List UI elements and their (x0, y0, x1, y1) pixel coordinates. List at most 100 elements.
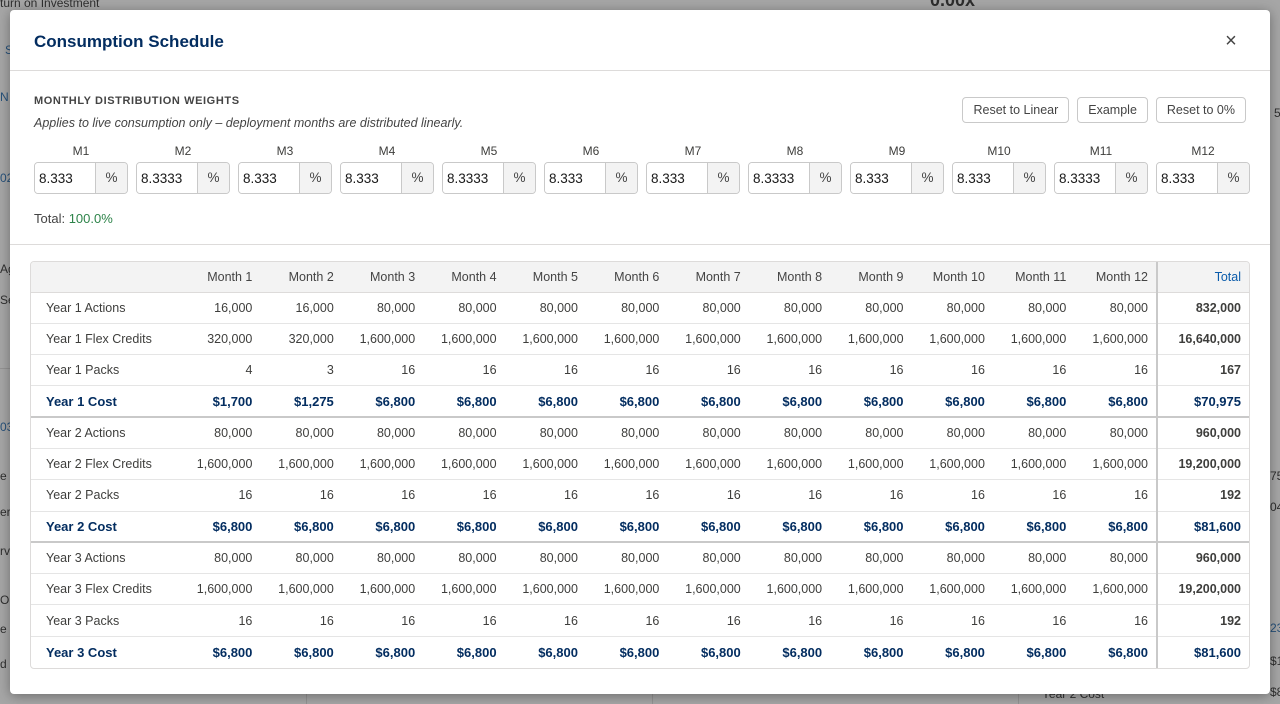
month-weight-label: M8 (786, 144, 804, 158)
month-weight-input[interactable] (35, 163, 95, 193)
row-label: Year 1 Actions (31, 292, 179, 324)
table-cell: 1,600,000 (992, 323, 1075, 356)
table-cell: 80,000 (585, 292, 668, 324)
row-label: Year 2 Actions (31, 417, 179, 449)
table-cell: 16 (423, 604, 505, 637)
percent-addon: % (197, 163, 229, 193)
table-cell: $6,800 (504, 385, 586, 419)
month-weight-label: M7 (684, 144, 702, 158)
row-label: Year 1 Flex Credits (31, 323, 179, 356)
example-button[interactable]: Example (1077, 97, 1148, 123)
bg-text: 23 (1270, 621, 1280, 635)
table-cell: $6,800 (830, 385, 912, 419)
month-weight-input[interactable] (749, 163, 809, 193)
month-weight-input[interactable] (1055, 163, 1115, 193)
month-weight-m12: M12% (1156, 144, 1250, 194)
table-cell: 80,000 (585, 417, 668, 449)
bg-text: d (0, 657, 7, 671)
row-total: $81,600 (1156, 636, 1249, 668)
header-month: Month 3 (341, 262, 424, 293)
row-total: $81,600 (1156, 511, 1249, 544)
month-weight-input[interactable] (341, 163, 401, 193)
table-cell: 16 (992, 479, 1075, 512)
table-cell: 80,000 (504, 292, 586, 324)
month-weight-input[interactable] (953, 163, 1013, 193)
modal-title: Consumption Schedule (34, 32, 224, 51)
bg-text: $1 (1270, 654, 1280, 668)
table-cell: 1,600,000 (423, 448, 505, 481)
table-cell: 80,000 (260, 417, 342, 449)
row-total: 19,200,000 (1156, 573, 1249, 606)
row-label: Year 2 Cost (31, 511, 179, 544)
month-weight-label: M1 (72, 144, 90, 158)
table-cell: $6,800 (375, 644, 416, 660)
table-cell: $6,800 (1026, 644, 1067, 660)
table-cell: $6,800 (504, 511, 586, 544)
reset-to-linear-button[interactable]: Reset to Linear (962, 97, 1070, 123)
table-cell: 80,000 (1074, 292, 1157, 324)
table-cell: $6,800 (1074, 511, 1157, 544)
weights-actions: Reset to Linear Example Reset to 0% (962, 97, 1246, 123)
distribution-weights-section: MONTHLY DISTRIBUTION WEIGHTS Applies to … (10, 71, 1270, 245)
table-cell: 80,000 (667, 292, 749, 324)
table-cell: 16 (748, 354, 831, 387)
table-cell: 16 (341, 604, 424, 637)
table-cell: $1,275 (260, 385, 342, 419)
table-cell: 1,600,000 (423, 323, 505, 356)
month-weight-label: M2 (174, 144, 192, 158)
header-month: Month 12 (1074, 262, 1157, 293)
table-row: Year 1 Flex Credits 320,000 320,000 1,600,0… (31, 323, 1249, 356)
bg-text: 75 (1270, 469, 1280, 483)
row-label: Year 2 Packs (31, 479, 179, 512)
month-weight-input[interactable] (545, 163, 605, 193)
percent-addon: % (503, 163, 535, 193)
month-weight-m8: M8% (748, 144, 842, 194)
table-cell: 80,000 (911, 417, 993, 449)
bg-text: e (0, 622, 7, 636)
month-weight-field: % (238, 162, 332, 194)
table-row: Year 2 Flex Credits 1,600,000 1,600,000 1,6… (31, 448, 1249, 481)
month-weight-input[interactable] (851, 163, 911, 193)
row-label: Year 3 Flex Credits (31, 573, 179, 606)
table-cell: 16 (667, 354, 749, 387)
table-cell: 80,000 (179, 417, 261, 449)
table-cell: 16 (830, 479, 912, 512)
table-cell: 80,000 (992, 292, 1075, 324)
bg-text: 5 (1274, 106, 1280, 120)
table-cell: 1,600,000 (830, 323, 912, 356)
table-cell: 80,000 (341, 542, 424, 575)
table-cell: $6,800 (748, 511, 831, 544)
table-cell: $6,800 (667, 385, 749, 419)
month-weight-input[interactable] (1157, 163, 1217, 193)
row-total: 192 (1156, 604, 1249, 637)
table-row: Year 3 Packs 16 16 16 16 16 16 16 16 16 16 16 16 192 (31, 604, 1249, 637)
percent-addon: % (1013, 163, 1045, 193)
bg-text: $8 (1270, 685, 1280, 699)
table-cell: 16 (667, 604, 749, 637)
month-weight-input[interactable] (443, 163, 503, 193)
schedule-table-container: Month 1 Month 2 Month 3 Month 4 Month 5 Month… (30, 261, 1250, 669)
month-weight-input[interactable] (647, 163, 707, 193)
header-row-label (31, 262, 179, 293)
month-weight-label: M9 (888, 144, 906, 158)
percent-addon: % (1115, 163, 1147, 193)
table-cell: $6,800 (992, 385, 1075, 419)
header-month: Month 6 (585, 262, 668, 293)
row-total: 960,000 (1156, 417, 1249, 449)
reset-to-zero-button[interactable]: Reset to 0% (1155, 97, 1246, 123)
table-cell: 16 (260, 604, 342, 637)
table-cell: $6,800 (456, 644, 497, 660)
table-cell: 320,000 (260, 323, 342, 356)
table-cell: 16 (748, 479, 831, 512)
table-cell: 1,600,000 (1074, 448, 1157, 481)
table-cell: 16 (585, 354, 668, 387)
table-cell: 1,600,000 (911, 573, 993, 606)
month-weight-input[interactable] (137, 163, 197, 193)
close-icon[interactable]: × (1225, 30, 1237, 52)
table-cell: 80,000 (423, 417, 505, 449)
month-weight-input[interactable] (239, 163, 299, 193)
table-cell: 16 (179, 604, 261, 637)
month-weight-field: % (34, 162, 128, 194)
row-total: 192 (1156, 479, 1249, 512)
table-cell: 1,600,000 (585, 573, 668, 606)
